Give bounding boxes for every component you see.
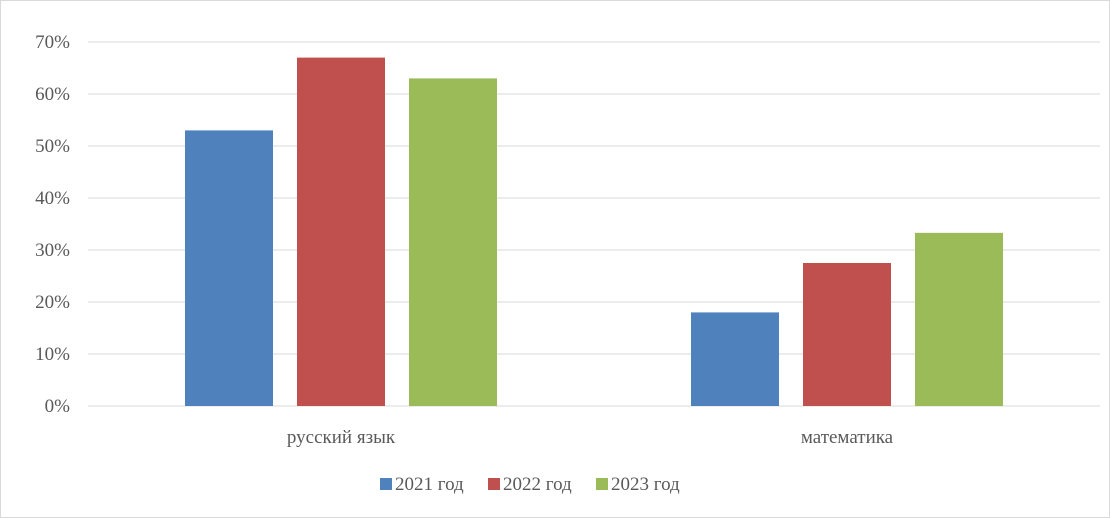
legend-swatch <box>488 478 500 490</box>
bar-2-1 <box>297 57 385 406</box>
y-tick-label: 10% <box>35 344 70 365</box>
bars <box>185 57 1003 407</box>
y-tick-label: 70% <box>35 32 70 53</box>
bar-2-2 <box>803 263 891 406</box>
legend: 2021 год 2022 год 2023 год <box>380 474 680 495</box>
y-tick-label: 20% <box>35 292 70 313</box>
y-tick-label: 60% <box>35 84 70 105</box>
y-tick-label: 30% <box>35 240 70 261</box>
legend-label: 2023 год <box>611 474 680 495</box>
x-category-label: русский язык <box>287 427 396 448</box>
y-tick-label: 50% <box>35 136 70 157</box>
y-tick-label: 0% <box>45 396 71 417</box>
x-axis-categories: русский язык математика <box>287 427 894 448</box>
legend-swatch <box>380 478 392 490</box>
legend-label: 2021 год <box>395 474 464 495</box>
x-category-label: математика <box>801 427 894 448</box>
y-axis-ticks: 0% 10% 20% 30% 40% 50% 60% 70% <box>35 32 70 417</box>
y-tick-label: 40% <box>35 188 70 209</box>
legend-swatch <box>596 478 608 490</box>
legend-label: 2022 год <box>503 474 572 495</box>
bar-3-1 <box>409 78 497 407</box>
bar-3-2 <box>915 232 1003 406</box>
bar-1-1 <box>185 130 273 406</box>
bar-1-2 <box>691 312 779 406</box>
